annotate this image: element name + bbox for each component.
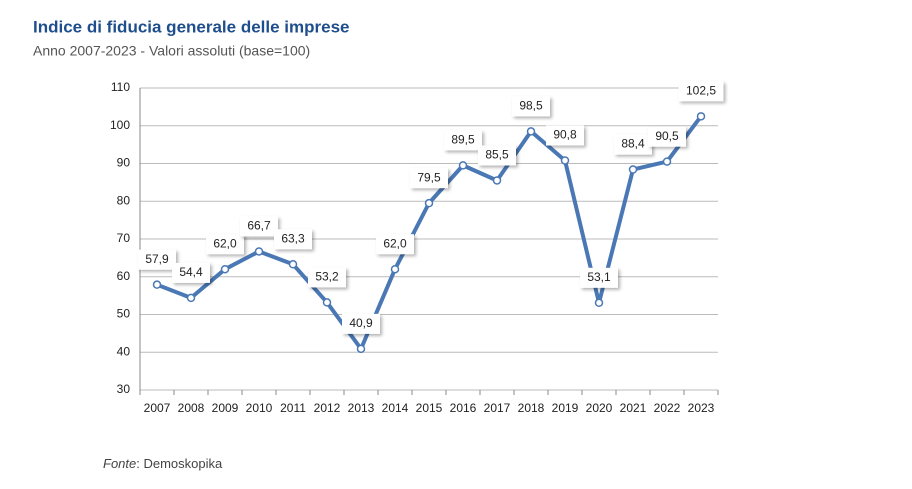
x-tick-label: 2007 <box>144 401 171 415</box>
y-tick-label: 40 <box>117 344 131 358</box>
label-box <box>274 229 312 250</box>
x-tick-label: 2019 <box>552 401 579 415</box>
marker <box>220 264 230 274</box>
x-tick-label: 2015 <box>416 401 443 415</box>
label-box <box>580 267 618 288</box>
x-tick-label: 2017 <box>484 401 511 415</box>
marker <box>526 127 536 136</box>
label-box <box>444 130 482 151</box>
value-label: 102,5 <box>686 83 716 97</box>
value-label: 53,2 <box>315 270 339 284</box>
label-box <box>512 96 550 117</box>
source: Fonte: Demoskopika <box>103 456 223 471</box>
label-box <box>240 216 278 237</box>
value-label: 66,7 <box>247 219 271 233</box>
value-label: 98,5 <box>519 99 543 113</box>
value-label: 62,0 <box>383 236 407 250</box>
x-tick-label: 2009 <box>212 401 239 415</box>
x-tick-label: 2011 <box>280 401 306 415</box>
value-label: 85,5 <box>485 148 509 162</box>
value-label: 63,3 <box>281 231 305 245</box>
label-box <box>478 145 516 166</box>
label-box <box>410 168 448 189</box>
y-tick-label: 30 <box>117 382 131 396</box>
marker <box>662 157 672 166</box>
label-box <box>206 234 244 255</box>
marker <box>254 247 264 256</box>
marker <box>458 161 468 170</box>
label-box <box>678 81 724 102</box>
marker <box>288 260 298 269</box>
y-tick-label: 50 <box>117 307 131 321</box>
value-label: 53,1 <box>587 270 611 284</box>
value-label: 79,5 <box>417 170 441 184</box>
y-tick-label: 60 <box>117 269 131 283</box>
x-tick-label: 2013 <box>348 401 375 415</box>
x-tick-label: 2023 <box>688 401 715 415</box>
label-box <box>342 313 380 334</box>
value-label: 90,8 <box>553 128 577 142</box>
marker <box>628 165 638 174</box>
source-label: Fonte <box>103 456 136 471</box>
value-label: 89,5 <box>451 133 475 147</box>
marker <box>696 112 706 121</box>
value-label: 90,5 <box>655 129 679 143</box>
label-box <box>172 262 210 283</box>
x-tick-label: 2020 <box>586 401 613 415</box>
value-label: 62,0 <box>213 236 237 250</box>
x-tick-label: 2016 <box>450 401 477 415</box>
y-tick-label: 110 <box>111 80 130 94</box>
chart-subtitle: Anno 2007-2023 - Valori assoluti (base=1… <box>33 43 310 59</box>
x-tick-label: 2022 <box>654 401 681 415</box>
label-box <box>308 267 346 288</box>
value-label: 57,9 <box>145 252 169 266</box>
marker <box>560 156 570 165</box>
source-text: : Demoskopika <box>136 456 223 471</box>
x-tick-label: 2021 <box>620 401 647 415</box>
label-box <box>376 234 414 255</box>
value-label: 54,4 <box>179 265 203 279</box>
marker <box>492 176 502 185</box>
marker <box>186 293 196 303</box>
marker <box>322 298 332 307</box>
y-tick-label: 100 <box>110 118 130 132</box>
value-label: 40,9 <box>349 316 373 330</box>
marker <box>356 344 366 354</box>
x-tick-label: 2018 <box>518 401 545 415</box>
label-box <box>614 134 652 155</box>
y-tick-label: 90 <box>117 156 131 170</box>
x-tick-label: 2008 <box>178 401 205 415</box>
marker <box>152 280 162 289</box>
y-tick-label: 70 <box>117 231 131 245</box>
x-tick-label: 2012 <box>314 401 341 415</box>
x-tick-label: 2014 <box>382 401 409 415</box>
label-box <box>648 126 686 147</box>
marker <box>424 198 434 208</box>
chart-title: Indice di fiducia generale delle imprese <box>33 17 350 36</box>
marker <box>390 264 400 274</box>
x-tick-label: 2010 <box>246 401 273 415</box>
label-box <box>546 125 584 146</box>
marker <box>594 298 604 308</box>
value-label: 88,4 <box>621 137 645 151</box>
label-box <box>138 249 176 270</box>
y-tick-label: 80 <box>117 193 131 207</box>
